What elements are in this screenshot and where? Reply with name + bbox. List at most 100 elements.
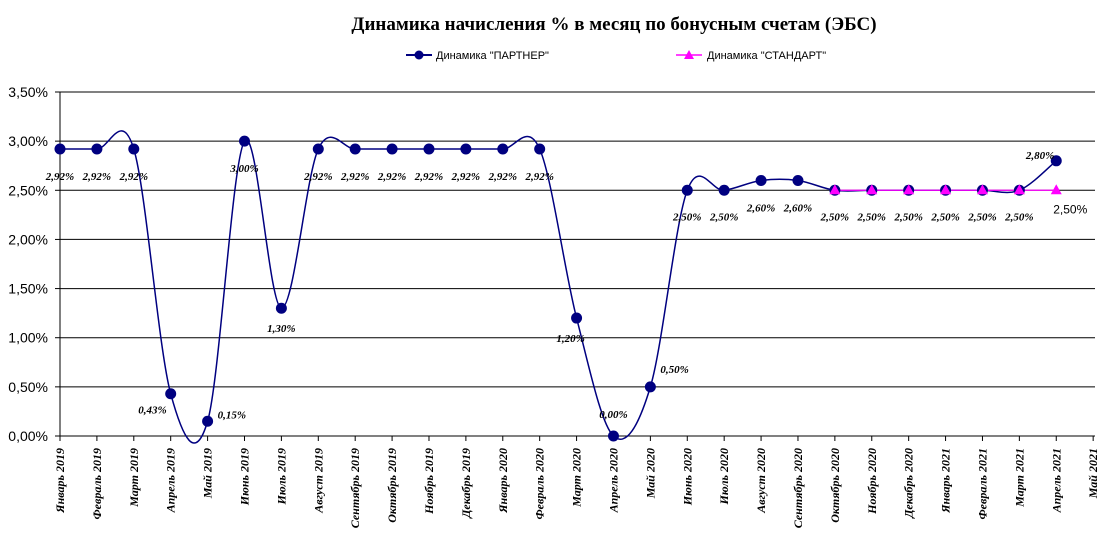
partner-point	[460, 143, 472, 155]
partner-data-label: 2,50%	[709, 211, 738, 223]
partner-data-label: 2,92%	[303, 171, 332, 183]
x-tick-label: Февраль 2021	[975, 448, 989, 520]
partner-point	[534, 143, 546, 155]
x-tick-label: Январь 2021	[939, 448, 953, 514]
partner-data-label: 2,92%	[340, 171, 369, 183]
partner-data-label: 2,50%	[857, 211, 886, 223]
x-tick-label: Март 2019	[127, 448, 141, 508]
x-tick-label: Январь 2019	[53, 448, 67, 514]
x-tick-label: Сентябрь 2020	[791, 448, 805, 528]
y-tick-label: 2,50%	[8, 182, 48, 198]
standard-point	[1013, 184, 1025, 195]
standard-point	[940, 184, 952, 195]
legend-partner-label: Динамика "ПАРТНЕР"	[436, 50, 549, 62]
data-labels: 2,92% 2,92% 2,92% 0,43% 0,15% 3,00% 1,30% 2,92%…	[45, 150, 1088, 421]
series-layer	[54, 130, 1062, 444]
partner-point	[54, 143, 66, 155]
standard-point	[903, 184, 915, 195]
x-tick-label: Октябрь 2019	[385, 448, 399, 523]
x-tick-label: Апрель 2021	[1049, 448, 1063, 513]
partner-data-label: 2,92%	[524, 171, 553, 183]
partner-data-label: 1,20%	[556, 333, 584, 345]
x-tick-label: Июль 2019	[274, 448, 288, 505]
x-tick-label: Сентябрь 2019	[348, 448, 362, 528]
legend-partner-marker	[414, 50, 424, 60]
partner-data-label: 2,50%	[893, 211, 922, 223]
partner-data-label: 0,50%	[660, 364, 688, 376]
legend: Динамика "ПАРТНЕР" Динамика "СТАНДАРТ"	[406, 50, 826, 62]
partner-point	[165, 388, 177, 400]
partner-data-label: 2,92%	[451, 171, 480, 183]
chart-title: Динамика начисления % в месяц по бонусны…	[351, 14, 876, 35]
partner-point	[607, 430, 619, 442]
x-tick-label: Май 2020	[643, 448, 657, 499]
partner-point	[423, 143, 435, 155]
standard-point	[829, 184, 841, 195]
x-tick-label: Октябрь 2020	[828, 448, 842, 523]
x-tick-label: Февраль 2019	[90, 448, 104, 520]
legend-standard-marker	[684, 50, 694, 59]
partner-point	[202, 415, 214, 427]
partner-series-line	[60, 130, 1057, 444]
partner-data-label: 0,00%	[599, 409, 627, 421]
standard-point	[976, 184, 988, 195]
partner-point	[644, 381, 656, 393]
y-tick-label: 0,00%	[8, 428, 48, 444]
partner-data-label: 2,92%	[488, 171, 517, 183]
x-tick-label: Июнь 2020	[680, 448, 694, 506]
partner-data-label: 2,92%	[119, 171, 148, 183]
partner-point	[386, 143, 398, 155]
partner-data-label: 2,92%	[45, 171, 74, 183]
y-tick-label: 1,50%	[8, 281, 48, 297]
x-tick-label: Ноябрь 2020	[865, 448, 879, 515]
partner-point	[238, 135, 250, 147]
x-tick-label: Август 2020	[754, 448, 768, 514]
standard-point	[1050, 184, 1062, 195]
x-tick-label: Май 2019	[201, 448, 215, 499]
partner-point	[755, 174, 767, 186]
partner-data-label: 2,50%	[930, 211, 959, 223]
partner-data-label: 0,43%	[138, 405, 166, 417]
y-tick-label: 3,00%	[8, 133, 48, 149]
partner-data-label: 2,50%	[1004, 211, 1033, 223]
partner-data-label: 2,50%	[672, 211, 701, 223]
x-tick-label: Июль 2020	[717, 448, 731, 505]
x-tick-label: Июнь 2019	[237, 448, 251, 506]
partner-point	[128, 143, 140, 155]
partner-point	[681, 184, 693, 196]
x-tick-label: Декабрь 2020	[902, 448, 916, 519]
standard-data-label: 2,50%	[1053, 202, 1087, 216]
x-tick-label: Январь 2020	[496, 448, 510, 514]
partner-point	[571, 312, 583, 324]
partner-data-label: 2,92%	[377, 171, 406, 183]
x-tick-label: Май 2021	[1086, 448, 1100, 499]
partner-point	[1050, 155, 1062, 167]
partner-point	[349, 143, 361, 155]
partner-data-label: 2,50%	[820, 211, 849, 223]
partner-point	[718, 184, 730, 196]
x-tick-label: Апрель 2019	[164, 448, 178, 513]
y-tick-label: 1,00%	[8, 330, 48, 346]
standard-point	[866, 184, 878, 195]
gridlines	[60, 91, 1095, 388]
x-tick-label: Март 2020	[570, 448, 584, 508]
partner-data-label: 2,50%	[967, 211, 996, 223]
partner-point	[275, 302, 287, 314]
partner-data-label: 0,15%	[218, 409, 246, 421]
x-tick-label: Ноябрь 2019	[422, 448, 436, 515]
partner-point	[497, 143, 509, 155]
partner-data-label: 2,92%	[414, 171, 443, 183]
x-tick-label: Апрель 2020	[606, 448, 620, 513]
y-tick-label: 2,00%	[8, 231, 48, 247]
partner-data-label: 2,80%	[1025, 150, 1054, 162]
x-tick-label: Март 2021	[1012, 448, 1026, 508]
partner-point	[91, 143, 103, 155]
y-axis: 0,00% 0,50% 1,00% 1,50% 2,00% 2,50% 3,00% 3,50%	[8, 84, 61, 444]
y-tick-label: 3,50%	[8, 84, 48, 100]
partner-data-label: 2,60%	[783, 202, 812, 214]
x-tick-label: Февраль 2020	[533, 448, 547, 520]
x-tick-label: Август 2019	[311, 448, 325, 514]
partner-data-label: 2,92%	[82, 171, 111, 183]
partner-point	[312, 143, 324, 155]
